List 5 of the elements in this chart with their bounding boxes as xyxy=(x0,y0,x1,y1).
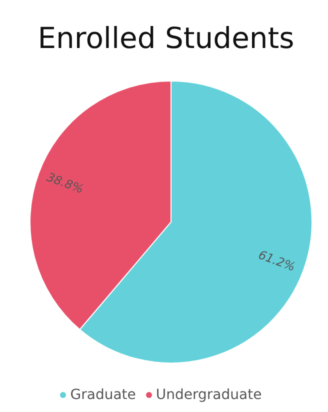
chart-title: Enrolled Students xyxy=(36,20,296,57)
data-label: 38.8% xyxy=(44,170,86,196)
legend-label: Undergraduate xyxy=(156,387,262,403)
legend-label: Graduate xyxy=(70,387,136,403)
data-label: 61.2% xyxy=(256,248,298,274)
